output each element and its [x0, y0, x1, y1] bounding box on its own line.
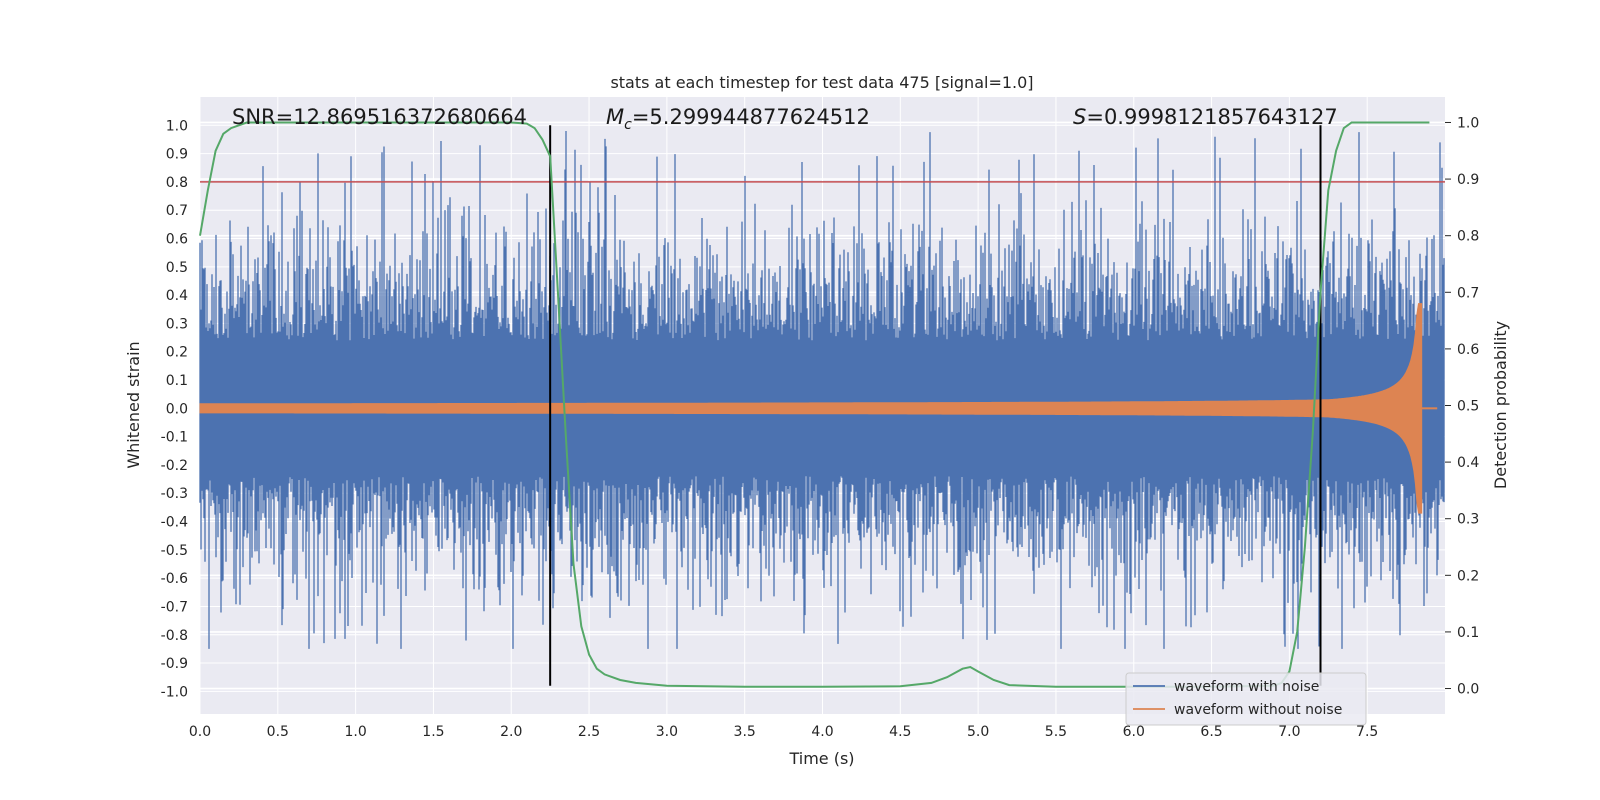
- x-tick-label: 2.0: [500, 724, 522, 740]
- probability-series: [199, 121, 1430, 688]
- y-tick-label: 0.5: [166, 260, 188, 276]
- y-tick-label: 0.1: [166, 373, 188, 389]
- x-tick-label: 0.0: [189, 724, 211, 740]
- y2-tick-label: 1.0: [1457, 115, 1479, 131]
- y2-tick-labels: 1.0 0.9 0.8 0.7 0.6 0.5 0.4 0.3 0.2 0.1 0.0: [1457, 115, 1479, 697]
- y2-tick-label: 0.2: [1457, 568, 1479, 584]
- chirp-mass-value: =5.299944877624512: [632, 105, 870, 129]
- chirp-mass-subscript: c: [624, 117, 632, 133]
- y-tick-label: -0.3: [161, 486, 188, 502]
- x-tick-label: 1.5: [422, 724, 444, 740]
- legend-box: [1125, 672, 1367, 726]
- x-tick-label: 7.0: [1278, 724, 1300, 740]
- y2-tick-label: 0.6: [1457, 342, 1479, 358]
- x-tick-label: 4.0: [811, 724, 833, 740]
- detection-probability-line: [199, 121, 1430, 688]
- y-tick-label: -0.7: [161, 599, 188, 615]
- y2-tick-label: 0.4: [1457, 455, 1479, 471]
- x-tick-label: 3.0: [656, 724, 678, 740]
- y-tick-label: -0.4: [161, 515, 188, 531]
- legend: waveform with noise waveform without noi…: [1125, 672, 1367, 726]
- y-tick-label: 0.0: [166, 401, 188, 417]
- y2-tick-label: 0.5: [1457, 399, 1479, 415]
- y2-tick-label: 0.9: [1457, 172, 1479, 188]
- y2-tick-label: 0.0: [1457, 682, 1479, 698]
- x-tick-labels: 0.0 0.5 1.0 1.5 2.0 2.5 3.0 3.5 4.0 4.5 5.0 5.5 6.0 6…: [189, 724, 1378, 740]
- chirp-series: [199, 303, 1438, 514]
- x-tick-label: 7.5: [1356, 724, 1378, 740]
- y-tick-label: -1.0: [161, 684, 188, 700]
- chart-title: stats at each timestep for test data 475…: [610, 73, 1033, 92]
- y-tick-label: 0.2: [166, 345, 188, 361]
- y-tick-label: -0.6: [161, 571, 188, 587]
- legend-label-noise: waveform with noise: [1174, 679, 1319, 695]
- y-tick-labels: 1.0 0.9 0.8 0.7 0.6 0.5 0.4 0.3 0.2 0.1 0.0 -0.1 -0.…: [161, 118, 188, 700]
- y-tick-label: -0.8: [161, 628, 188, 644]
- s-annotation: S=0.9998121857643127: [1073, 105, 1338, 129]
- x-tick-label: 5.0: [967, 724, 989, 740]
- x-tick-label: 5.5: [1045, 724, 1067, 740]
- y2-tick-label: 0.3: [1457, 512, 1479, 528]
- y-tick-label: -0.2: [161, 458, 188, 474]
- clean-waveform: [199, 303, 1423, 514]
- vertical-lines: [549, 125, 1322, 686]
- y-tick-label: 0.6: [166, 232, 188, 248]
- x-axis-label: Time (s): [788, 749, 854, 768]
- x-tick-label: 6.5: [1200, 724, 1222, 740]
- y-tick-label: -0.1: [161, 430, 188, 446]
- x-tick-label: 1.0: [344, 724, 366, 740]
- y-tick-label: -0.5: [161, 543, 188, 559]
- y-tick-label: 1.0: [166, 118, 188, 134]
- s-value: =0.9998121857643127: [1086, 105, 1337, 129]
- x-tick-label: 4.5: [889, 724, 911, 740]
- y2-tick-label: 0.8: [1457, 229, 1479, 245]
- s-symbol: S: [1073, 105, 1086, 129]
- y-axis-label: Whitened strain: [124, 341, 143, 468]
- chirp-mass-annotation: Mc=5.299944877624512: [606, 105, 870, 133]
- y-tick-label: 0.7: [166, 203, 188, 219]
- y2-axis-label: Detection probability: [1491, 321, 1510, 489]
- y-tick-label: 0.4: [166, 288, 188, 304]
- snr-annotation: SNR=12.869516372680664: [232, 105, 527, 129]
- x-tick-label: 0.5: [267, 724, 289, 740]
- chirp-mass-symbol: M: [606, 105, 624, 129]
- x-tick-label: 3.5: [734, 724, 756, 740]
- legend-label-clean: waveform without noise: [1174, 702, 1342, 718]
- y2-tick-label: 0.1: [1457, 625, 1479, 641]
- y2-tick-label: 0.7: [1457, 285, 1479, 301]
- y-tick-label: -0.9: [161, 656, 188, 672]
- x-tick-label: 6.0: [1123, 724, 1145, 740]
- x-tick-label: 2.5: [578, 724, 600, 740]
- y-tick-label: 0.9: [166, 147, 188, 163]
- y-tick-label: 0.8: [166, 175, 188, 191]
- y-tick-label: 0.3: [166, 316, 188, 332]
